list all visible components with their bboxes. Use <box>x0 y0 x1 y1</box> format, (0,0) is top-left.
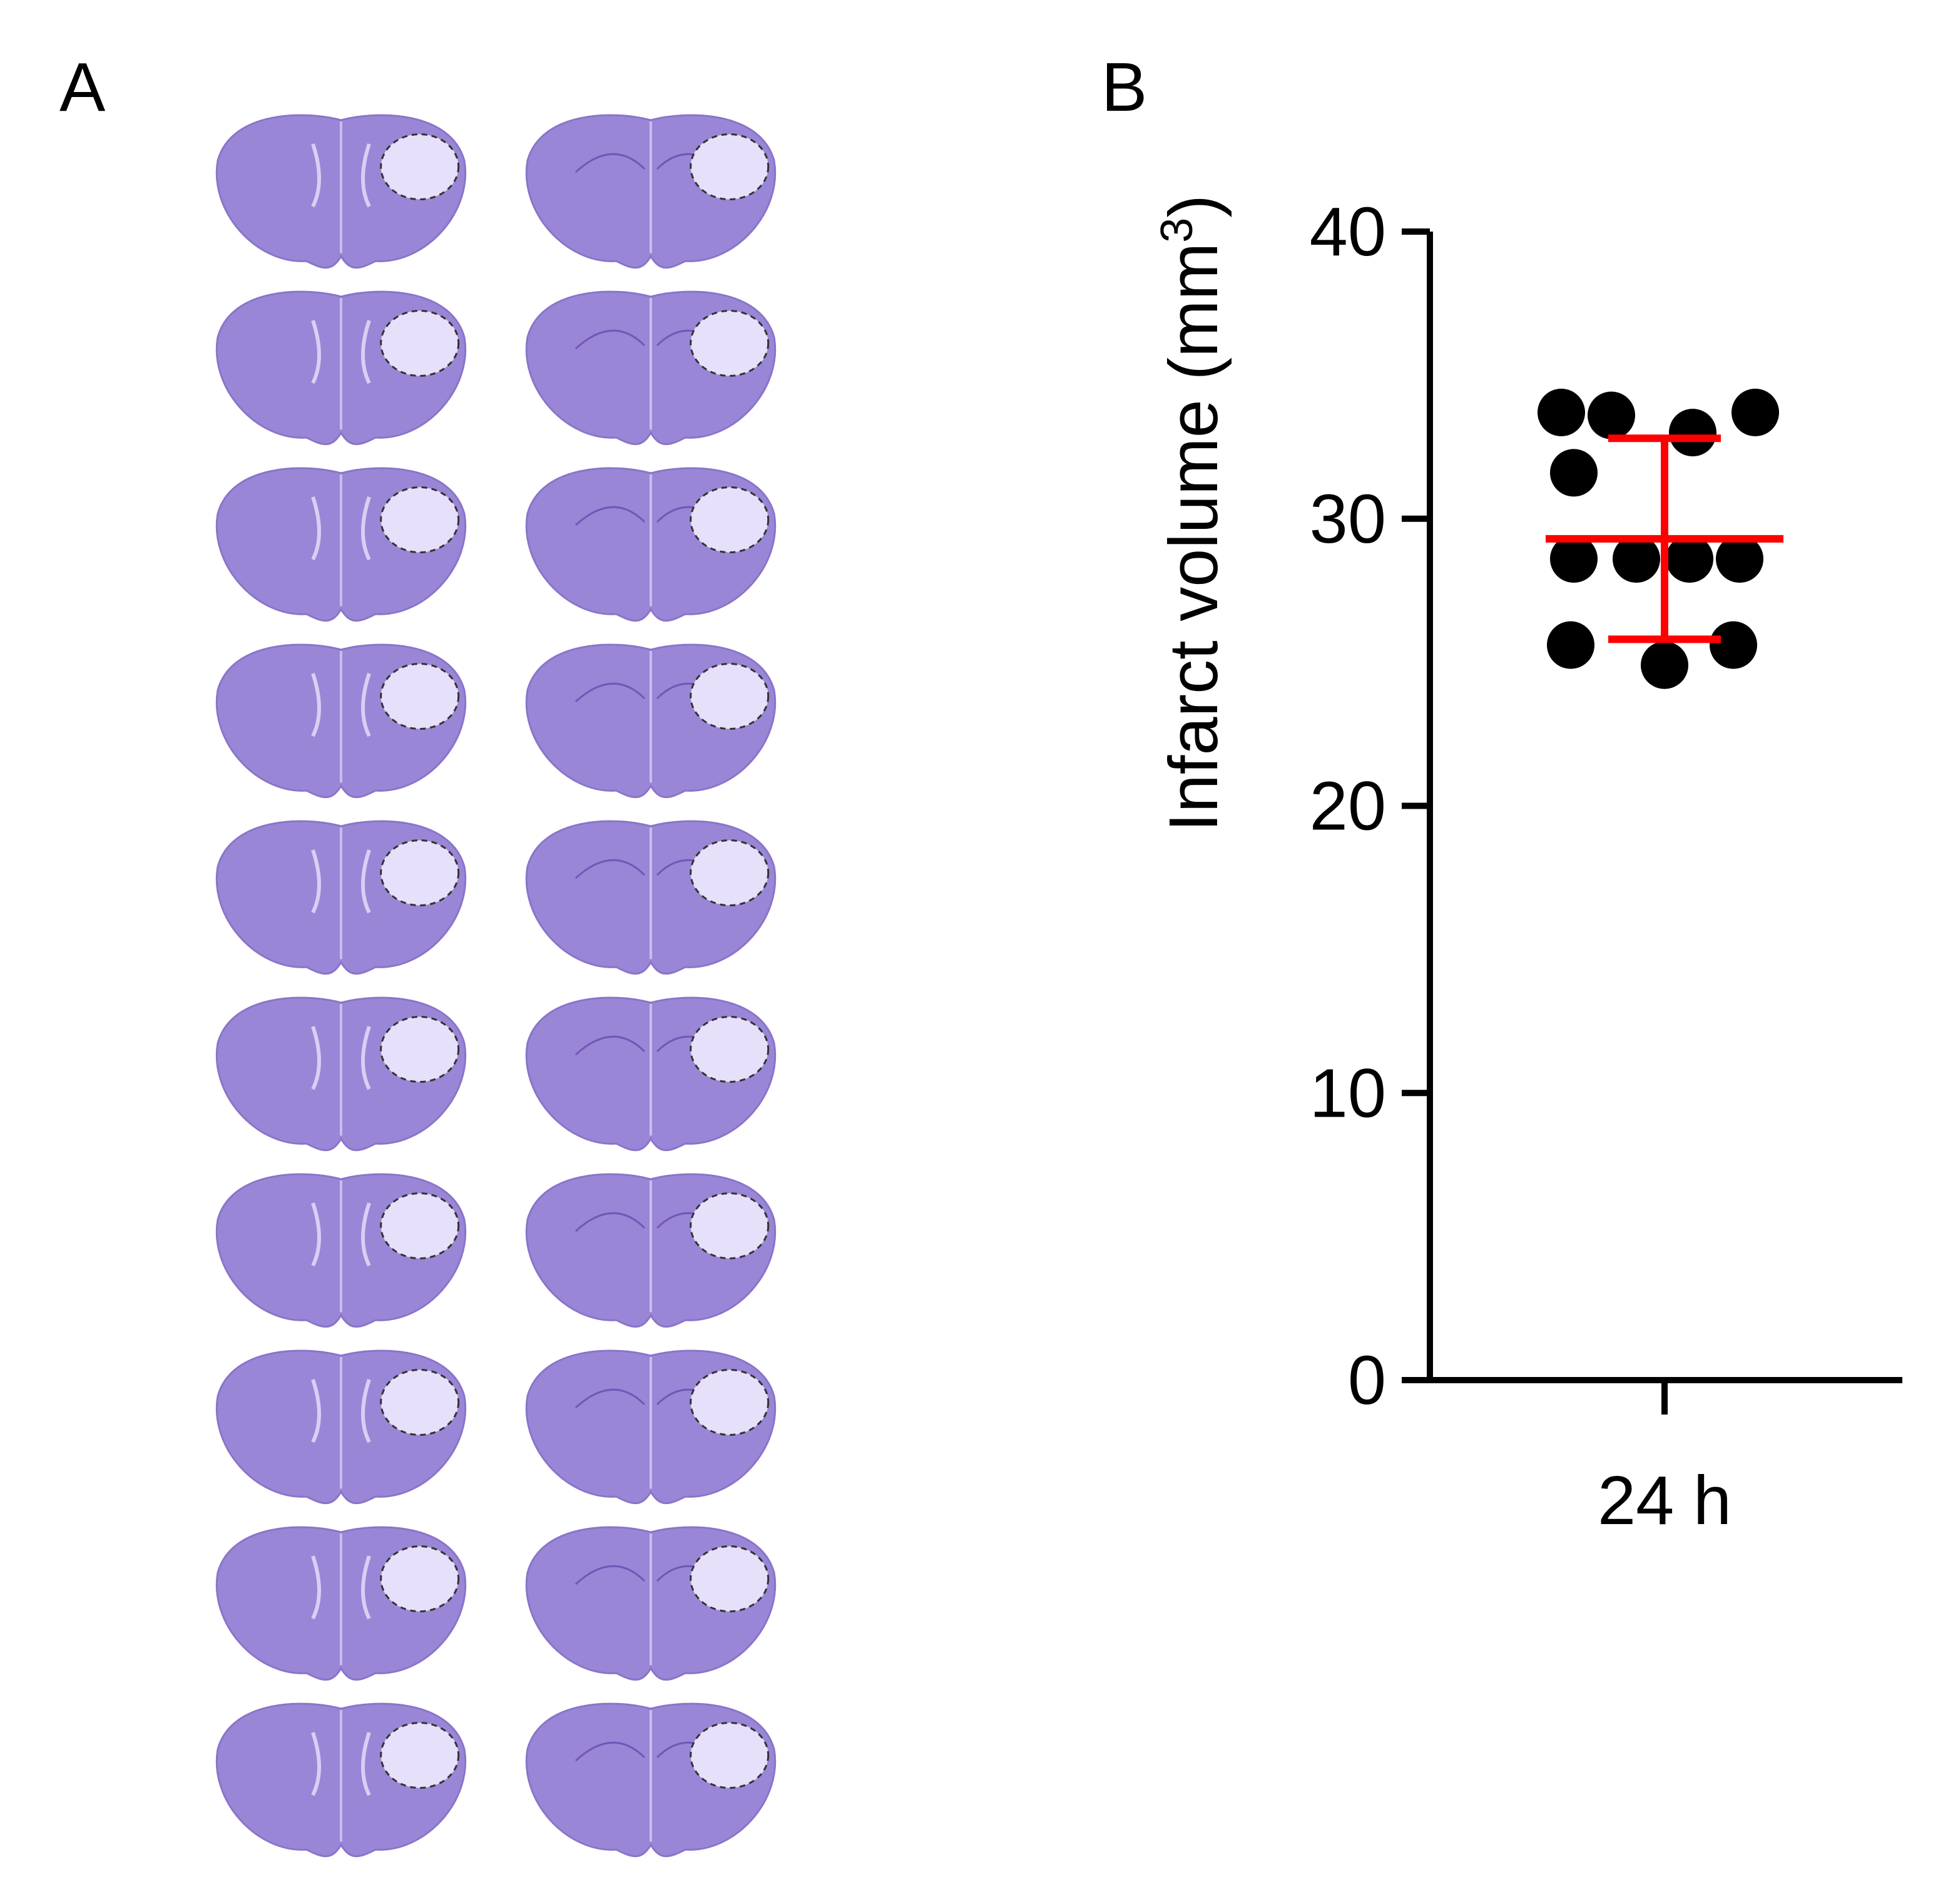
brain-section-12 <box>525 996 777 1152</box>
brain-section-10 <box>525 820 777 975</box>
brain-section-5 <box>215 467 467 622</box>
ventricle-9 <box>311 849 371 914</box>
infarct-outline-1 <box>380 133 460 200</box>
ventricle-11 <box>311 1026 371 1090</box>
brain-section-9 <box>215 820 467 975</box>
brain-section-8 <box>525 643 777 799</box>
brain-sections-panel <box>215 114 777 1858</box>
brain-section-20 <box>525 1702 777 1858</box>
y-axis-title-close: ) <box>1155 195 1232 218</box>
brain-section-6 <box>525 467 777 622</box>
y-tick-label-40: 40 <box>1310 193 1386 270</box>
ventricle-13 <box>311 1202 371 1267</box>
infarct-outline-13 <box>380 1192 460 1259</box>
infarct-outline-14 <box>690 1192 770 1259</box>
infarct-outline-12 <box>690 1016 770 1083</box>
data-point-12 <box>1641 641 1688 689</box>
ventricle-3 <box>311 320 371 384</box>
brain-section-11 <box>215 996 467 1152</box>
ventricle-5 <box>311 496 371 561</box>
y-axis-title-main: Infarct volume (mm <box>1155 243 1232 832</box>
y-tick-label-0: 0 <box>1348 1342 1386 1419</box>
infarct-outline-4 <box>690 310 770 377</box>
y-tick-label-20: 20 <box>1310 768 1386 845</box>
infarct-outline-9 <box>380 839 460 906</box>
infarct-outline-5 <box>380 486 460 553</box>
data-point-4 <box>1588 391 1635 439</box>
y-tick-label-30: 30 <box>1310 481 1386 558</box>
ventricle-15 <box>311 1379 371 1443</box>
infarct-outline-16 <box>690 1369 770 1436</box>
brain-section-7 <box>215 643 467 799</box>
data-point-7 <box>1666 535 1713 583</box>
ventricle-1 <box>311 143 371 208</box>
y-axis-title-superscript: 3 <box>1152 218 1202 243</box>
brain-section-19 <box>215 1702 467 1858</box>
panel-label-b: B <box>1101 49 1148 126</box>
brain-section-18 <box>525 1526 777 1681</box>
infarct-outline-7 <box>380 663 460 730</box>
brain-section-4 <box>525 290 777 446</box>
ventricle-7 <box>311 673 371 737</box>
infarct-outline-19 <box>380 1722 460 1789</box>
data-point-9 <box>1550 535 1598 583</box>
infarct-outline-15 <box>380 1369 460 1436</box>
y-tick-label-10: 10 <box>1310 1055 1386 1132</box>
infarct-outline-10 <box>690 839 770 906</box>
infarct-volume-chart: Infarct volume (mm3) 0 10 20 30 40 24 h <box>1152 193 1902 1539</box>
infarct-outline-17 <box>380 1545 460 1612</box>
brain-section-17 <box>215 1526 467 1681</box>
panel-label-a: A <box>59 49 106 126</box>
brain-section-15 <box>215 1349 467 1505</box>
y-axis-title: Infarct volume (mm3) <box>1152 195 1232 832</box>
data-point-2 <box>1731 389 1779 437</box>
data-point-1 <box>1538 389 1585 437</box>
brain-section-2 <box>525 114 777 269</box>
brain-section-3 <box>215 290 467 446</box>
brain-section-1 <box>215 114 467 269</box>
data-point-5 <box>1550 449 1598 497</box>
infarct-outline-20 <box>690 1722 770 1789</box>
ventricle-19 <box>311 1732 371 1796</box>
infarct-outline-18 <box>690 1545 770 1612</box>
data-point-11 <box>1547 621 1594 669</box>
data-point-6 <box>1613 535 1660 583</box>
ventricle-17 <box>311 1555 371 1620</box>
brain-section-14 <box>525 1173 777 1328</box>
x-tick-label-24h: 24 h <box>1598 1462 1731 1539</box>
infarct-outline-3 <box>380 310 460 377</box>
infarct-outline-8 <box>690 663 770 730</box>
infarct-outline-2 <box>690 133 770 200</box>
infarct-outline-11 <box>380 1016 460 1083</box>
data-point-3 <box>1669 409 1716 457</box>
brain-section-16 <box>525 1349 777 1505</box>
infarct-outline-6 <box>690 486 770 553</box>
data-point-10 <box>1710 621 1757 669</box>
data-point-8 <box>1716 535 1763 583</box>
brain-section-13 <box>215 1173 467 1328</box>
